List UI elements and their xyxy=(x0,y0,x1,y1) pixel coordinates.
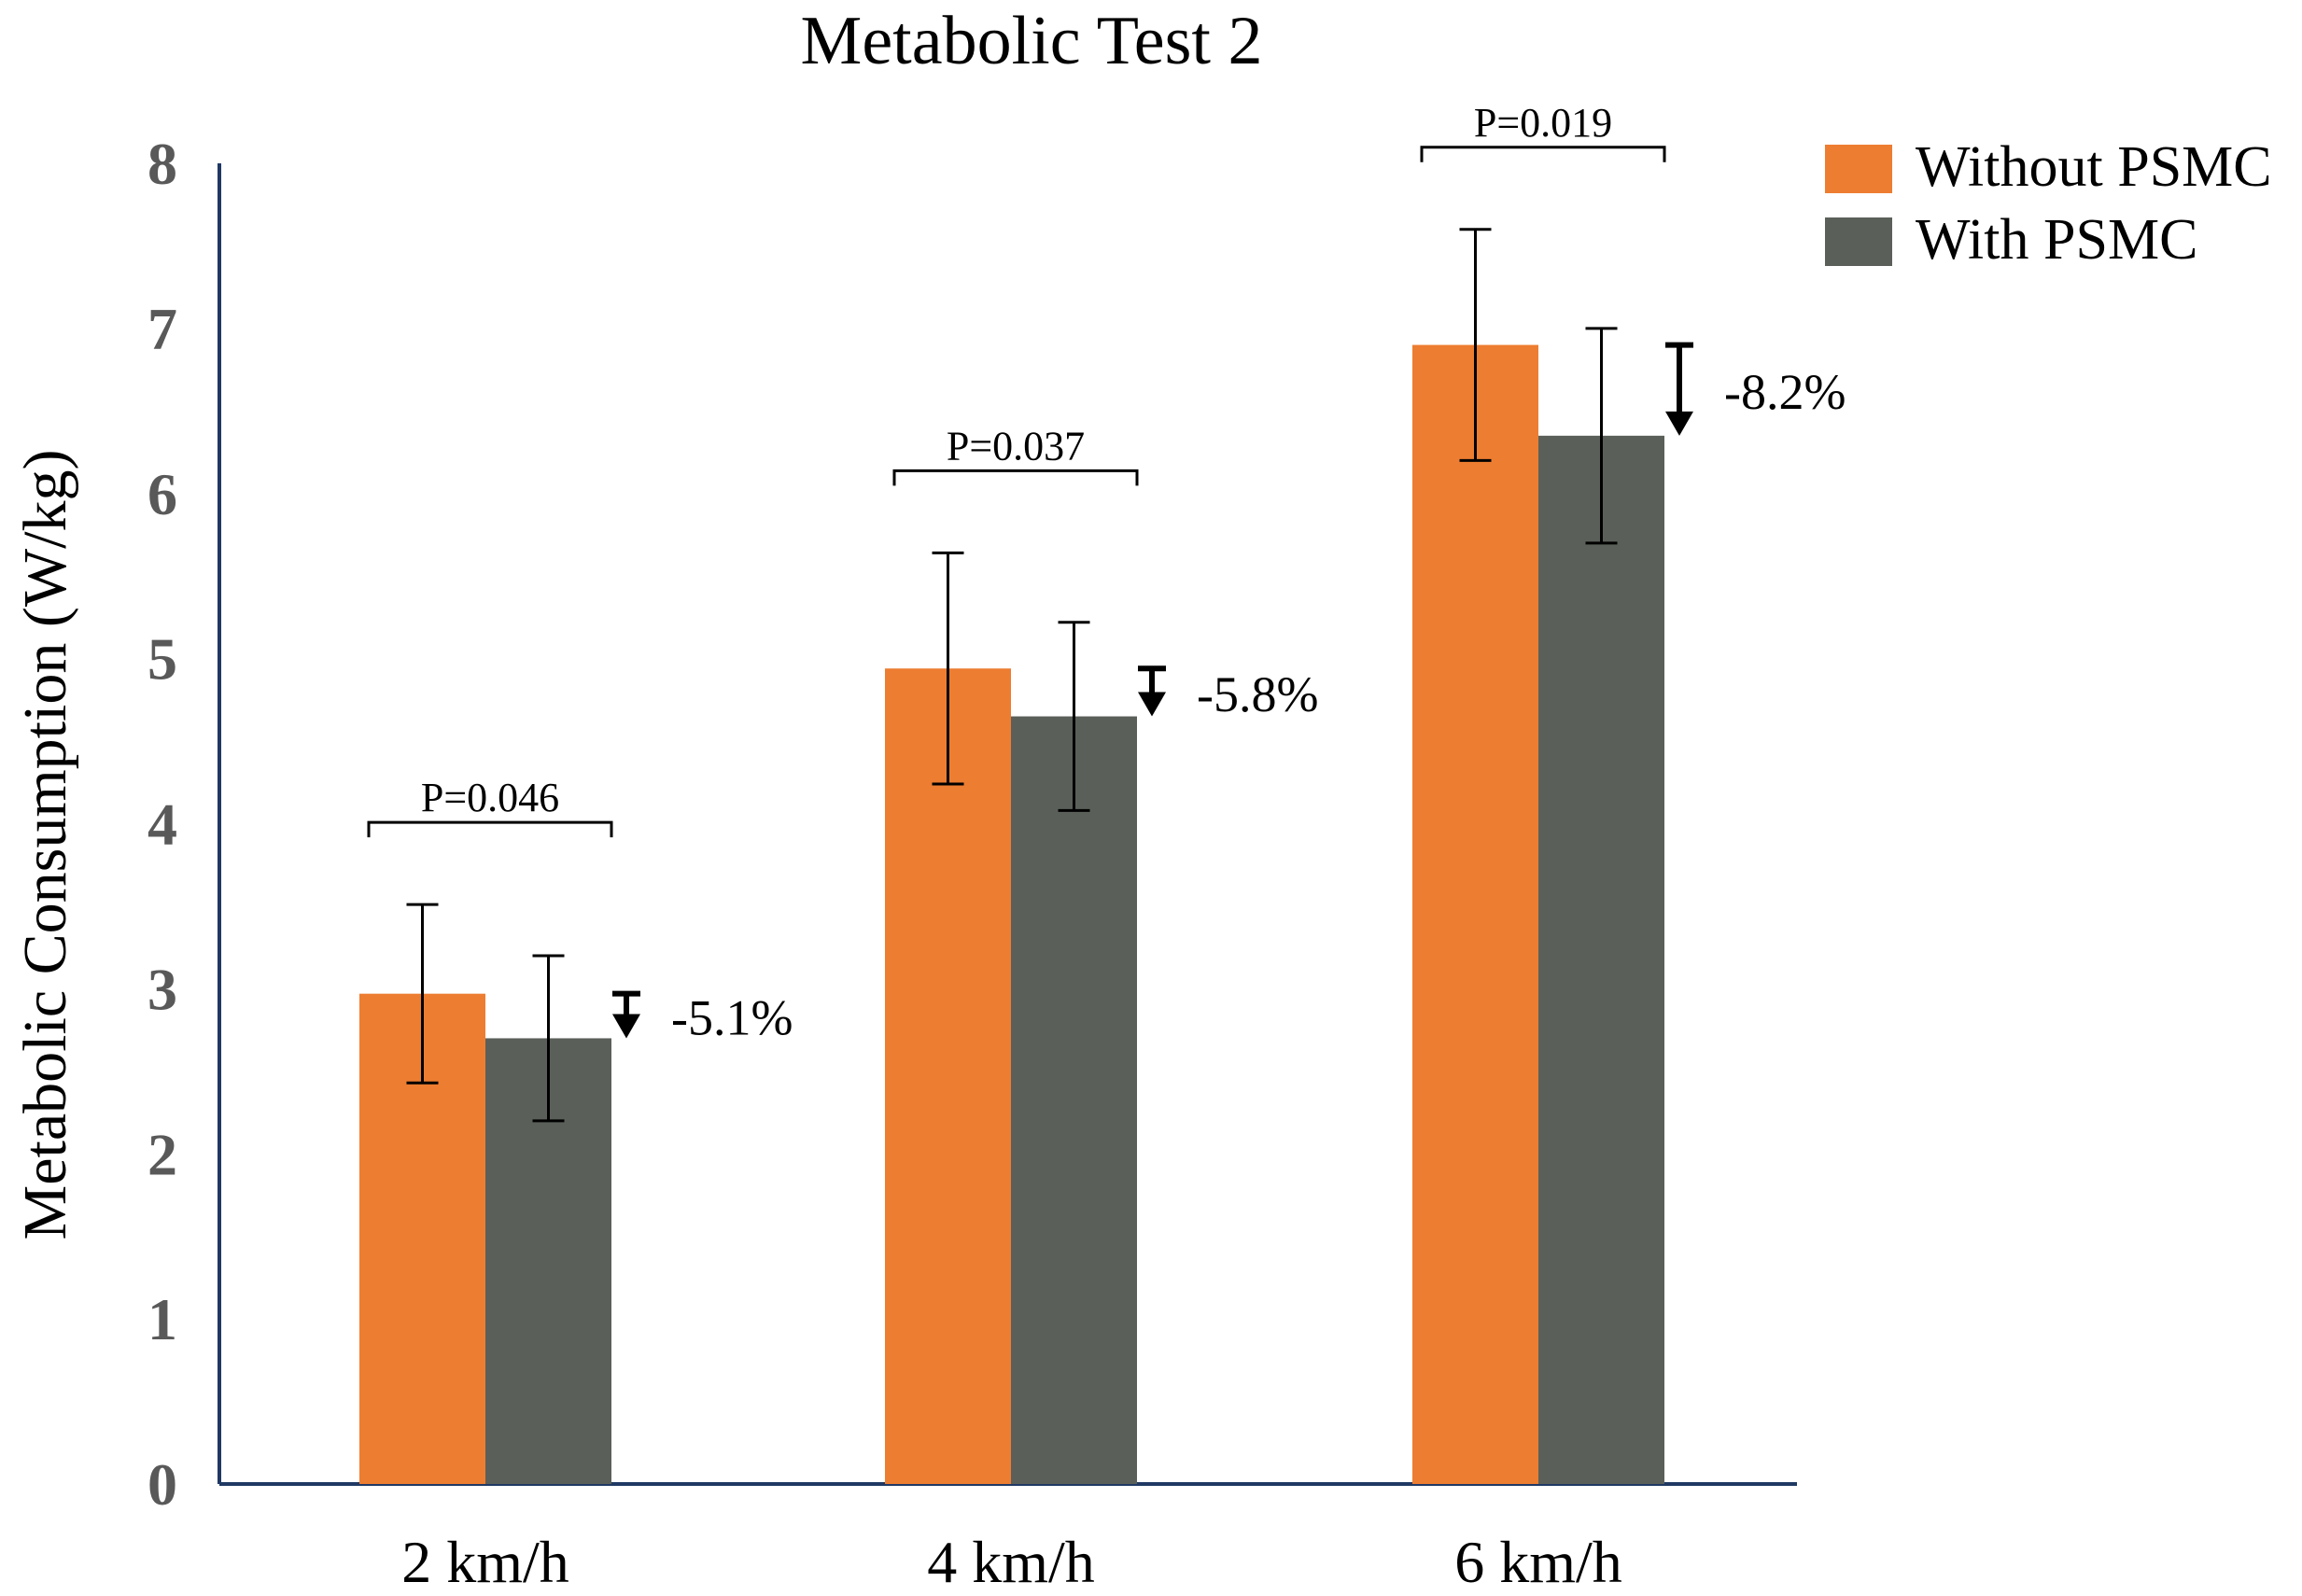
y-tick-labels: 0 1 2 3 4 5 6 7 8 xyxy=(147,131,177,1518)
x-tick-labels: 2 km/h 4 km/h 6 km/h xyxy=(401,1529,1622,1595)
bars xyxy=(359,344,1664,1484)
p-value-bracket xyxy=(1420,146,1666,162)
bar xyxy=(1412,344,1538,1484)
error-bars xyxy=(406,228,1618,1123)
x-tick-label: 2 km/h xyxy=(401,1529,569,1595)
reduction-label: -8.2% xyxy=(1724,364,1846,420)
legend-label: Without PSMC xyxy=(1916,135,2272,199)
chart-title: Metabolic Test 2 xyxy=(801,3,1263,79)
x-tick-label: 6 km/h xyxy=(1454,1529,1622,1595)
p-value-bracket xyxy=(367,820,613,838)
legend: Without PSMC With PSMC xyxy=(1825,135,2272,272)
reduction-arrow-head xyxy=(1138,692,1166,717)
y-tick-label: 3 xyxy=(147,956,177,1022)
y-axis-label: Metabolic Consumption (W/kg) xyxy=(11,450,79,1240)
reduction-arrow-head xyxy=(612,1014,640,1039)
p-value-label: P=0.046 xyxy=(421,775,559,820)
y-tick-label: 6 xyxy=(147,461,177,527)
y-tick-label: 5 xyxy=(147,626,177,693)
bar xyxy=(1538,435,1664,1484)
legend-swatch xyxy=(1825,217,1892,266)
bar xyxy=(885,668,1011,1484)
reduction-label: -5.8% xyxy=(1197,666,1318,722)
y-tick-label: 7 xyxy=(147,296,177,362)
p-value-label: P=0.037 xyxy=(947,423,1085,469)
x-tick-label: 4 km/h xyxy=(927,1529,1095,1595)
y-tick-label: 1 xyxy=(147,1286,177,1352)
p-value-bracket xyxy=(892,469,1139,486)
legend-swatch xyxy=(1825,145,1892,193)
legend-label: With PSMC xyxy=(1916,208,2197,272)
p-value-brackets: P=0.046 P=0.037 P=0.019 xyxy=(367,100,1666,838)
y-tick-label: 0 xyxy=(147,1451,177,1518)
reduction-label: -5.1% xyxy=(671,990,793,1046)
reduction-arrow-head xyxy=(1665,411,1693,436)
y-tick-label: 4 xyxy=(147,791,177,858)
bar xyxy=(1011,716,1137,1484)
reduction-annotations: -5.1% -5.8% -8.2% xyxy=(612,342,1846,1046)
y-tick-label: 8 xyxy=(147,131,177,197)
p-value-label: P=0.019 xyxy=(1474,100,1612,146)
y-tick-label: 2 xyxy=(147,1121,177,1187)
